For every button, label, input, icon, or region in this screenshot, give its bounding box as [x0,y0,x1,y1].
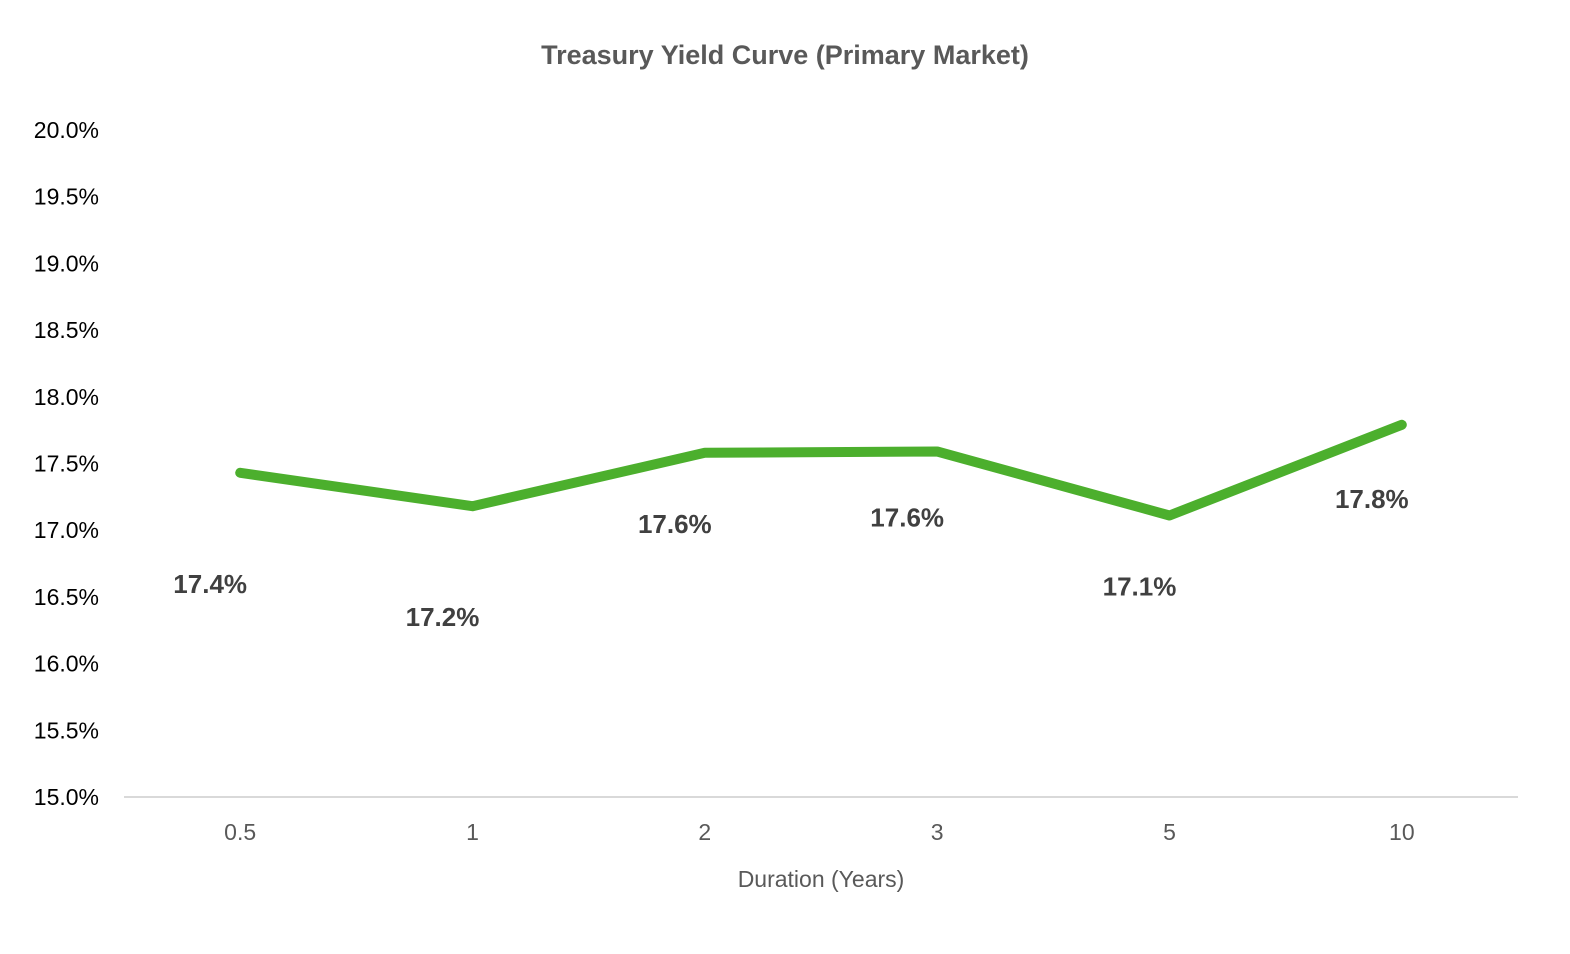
y-tick-label: 19.0% [34,250,99,276]
x-tick-label: 10 [1389,819,1415,845]
data-labels: 17.4% 17.2% 17.6% 17.6% 17.1% 17.8% [173,484,1408,632]
y-tick-label: 17.0% [34,517,99,543]
x-tick-label: 5 [1163,819,1176,845]
data-label: 17.4% [173,569,247,599]
y-tick-label: 17.5% [34,451,99,477]
y-tick-label: 20.0% [34,117,99,143]
y-axis: 15.0% 15.5% 16.0% 16.5% 17.0% 17.5% 18.0% 18.5%… [34,117,99,810]
data-label: 17.6% [638,509,712,539]
y-tick-label: 19.5% [34,184,99,210]
y-tick-label: 15.0% [34,784,99,810]
chart-title: Treasury Yield Curve (Primary Market) [541,40,1029,70]
x-tick-label: 2 [698,819,711,845]
y-tick-label: 18.0% [34,384,99,410]
x-tick-label: 1 [466,819,479,845]
series-group [235,419,1407,521]
y-tick-label: 16.5% [34,584,99,610]
series-line [235,419,1407,521]
y-tick-label: 15.5% [34,717,99,743]
data-label: 17.8% [1335,484,1409,514]
y-tick-label: 16.0% [34,651,99,677]
data-label: 17.1% [1103,572,1177,602]
y-tick-label: 18.5% [34,317,99,343]
x-tick-label: 0.5 [224,819,256,845]
x-axis: 0.5 1 2 3 5 10 [224,819,1414,845]
x-axis-title: Duration (Years) [738,866,905,892]
data-label: 17.6% [870,502,944,532]
data-label: 17.2% [406,602,480,632]
x-tick-label: 3 [931,819,944,845]
